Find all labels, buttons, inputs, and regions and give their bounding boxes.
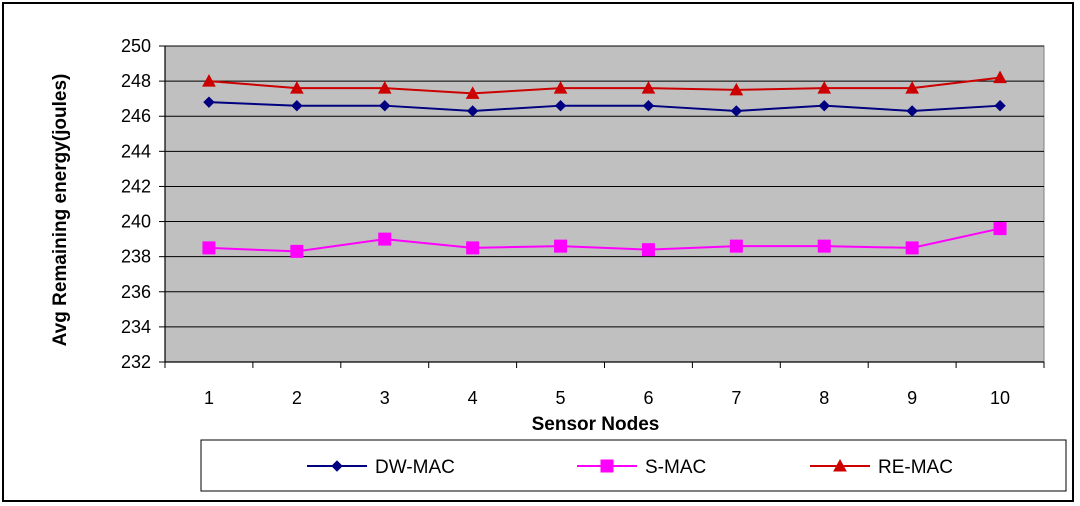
plot-area <box>164 45 1045 363</box>
x-tick-label: 7 <box>731 388 741 408</box>
axes <box>164 46 1045 368</box>
x-tick-label: 3 <box>380 388 390 408</box>
data-point-s-mac <box>378 232 392 246</box>
data-point-re-mac <box>465 86 480 99</box>
data-point-re-mac <box>641 81 656 94</box>
data-point-dw-mac <box>642 99 655 112</box>
data-point-re-mac <box>202 74 216 87</box>
data-point-s-mac <box>202 241 216 255</box>
data-point-s-mac <box>993 222 1007 236</box>
x-tick-label: 4 <box>468 388 478 408</box>
legend-marker <box>331 460 343 472</box>
y-tick-label: 240 <box>121 212 151 232</box>
data-point-dw-mac <box>203 96 215 108</box>
x-tick-label: 10 <box>990 388 1010 408</box>
data-point-re-mac <box>290 81 304 94</box>
x-tick-label: 2 <box>292 388 302 408</box>
data-point-s-mac <box>905 241 919 255</box>
y-tick-label: 242 <box>121 176 151 196</box>
data-point-dw-mac <box>466 105 479 117</box>
series-dw-mac <box>203 96 1006 117</box>
data-point-dw-mac <box>379 99 391 112</box>
data-point-s-mac <box>290 244 304 258</box>
data-point-s-mac <box>466 241 480 255</box>
gridlines <box>159 45 1044 363</box>
x-tick-label: 9 <box>907 388 917 408</box>
data-point-s-mac <box>641 243 655 257</box>
data-point-s-mac <box>554 239 568 253</box>
legend-item-dw-mac: DW-MAC <box>307 457 455 478</box>
legend-label: DW-MAC <box>375 457 455 478</box>
data-point-re-mac <box>729 82 744 96</box>
legend-label: S-MAC <box>645 457 706 478</box>
legend-label: RE-MAC <box>878 457 953 478</box>
series-re-mac <box>202 70 1007 99</box>
data-point-s-mac <box>729 239 743 253</box>
legend-marker <box>600 459 614 473</box>
y-tick-label: 232 <box>121 352 151 372</box>
legend-item-re-mac: RE-MAC <box>810 457 953 478</box>
x-tick-label: 8 <box>819 388 829 408</box>
legend-marker <box>833 458 847 472</box>
x-axis-title: Sensor Nodes <box>532 414 660 435</box>
series-line-re-mac <box>208 76 1001 95</box>
y-tick-label: 244 <box>121 141 151 161</box>
data-point-dw-mac <box>554 99 567 112</box>
series-s-mac <box>202 222 1007 258</box>
y-axis-title: Avg Remaining energy(joules) <box>50 74 71 347</box>
y-tick-label: 236 <box>121 282 151 302</box>
data-point-dw-mac <box>906 105 918 117</box>
data-point-re-mac <box>553 81 568 94</box>
y-tick-label: 246 <box>121 106 151 126</box>
x-tick-label: 5 <box>556 388 566 408</box>
data-point-dw-mac <box>994 99 1006 112</box>
x-tick-label: 6 <box>643 388 653 408</box>
y-tick-labels: 232 234 236 238 240 242 244 246 248 250 <box>121 36 151 372</box>
data-point-s-mac <box>817 239 831 253</box>
x-tick-label: 1 <box>204 388 214 408</box>
data-point-re-mac <box>817 81 832 94</box>
data-point-re-mac <box>905 81 919 94</box>
y-tick-label: 248 <box>121 71 151 91</box>
legend-item-s-mac: S-MAC <box>577 457 706 478</box>
data-point-re-mac <box>993 70 1007 84</box>
data-point-dw-mac <box>291 99 303 112</box>
data-point-re-mac <box>377 81 392 94</box>
y-tick-label: 234 <box>121 317 151 337</box>
legend-items: DW-MAC S-MAC RE-MAC <box>307 457 953 478</box>
y-tick-label: 250 <box>121 36 151 56</box>
series-line-dw-mac <box>208 101 1001 112</box>
series-line-s-mac <box>208 227 1001 253</box>
data-point-dw-mac <box>818 99 830 112</box>
series-layer <box>202 70 1007 258</box>
x-tick-labels: 1 2 3 4 5 6 7 8 9 10 <box>204 388 1010 408</box>
y-tick-label: 238 <box>121 247 151 267</box>
data-point-dw-mac <box>730 105 743 117</box>
